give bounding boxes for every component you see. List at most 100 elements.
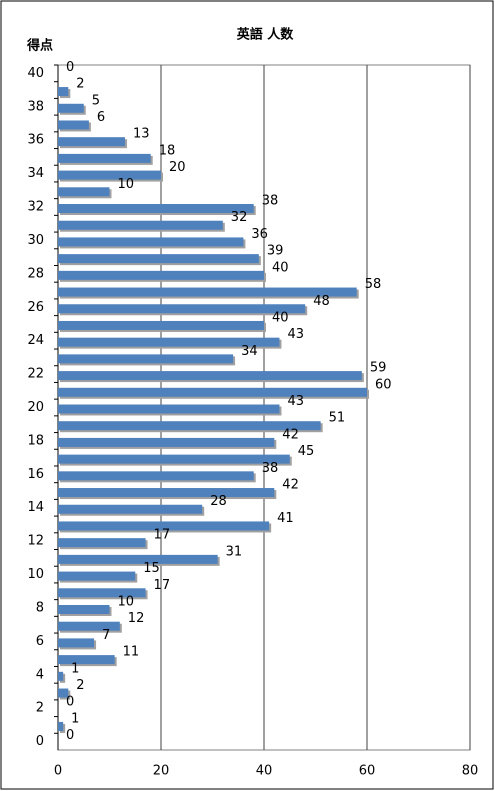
y-tick-label: 38 (27, 99, 44, 114)
value-label: 10 (118, 594, 135, 609)
y-tick-label: 6 (36, 634, 44, 649)
y-tick-label: 24 (27, 333, 44, 348)
value-label: 51 (329, 411, 346, 426)
value-label: 13 (133, 127, 150, 142)
bar (58, 655, 115, 665)
y-tick-label: 22 (27, 367, 44, 382)
value-label: 12 (128, 611, 145, 626)
value-label: 43 (287, 327, 304, 342)
value-label: 2 (76, 678, 84, 693)
value-label: 40 (272, 310, 289, 325)
bar (58, 287, 357, 297)
value-label: 60 (375, 377, 392, 392)
bar (58, 371, 362, 381)
y-tick-label: 30 (27, 233, 44, 248)
bar (58, 103, 84, 113)
value-label: 18 (159, 143, 176, 158)
value-label: 1 (71, 661, 79, 676)
bar (58, 588, 146, 598)
y-tick-label: 40 (27, 66, 44, 81)
bar (58, 488, 275, 498)
x-tick-label: 60 (359, 764, 376, 779)
value-label: 36 (251, 227, 268, 242)
bar (58, 538, 146, 548)
value-label: 38 (262, 194, 279, 209)
value-label: 39 (267, 244, 284, 259)
bar (58, 237, 244, 247)
value-label: 31 (226, 544, 243, 559)
bar (58, 304, 306, 314)
bar (58, 120, 89, 130)
value-label: 43 (287, 394, 304, 409)
value-label: 0 (66, 728, 74, 743)
value-label: 42 (282, 427, 299, 442)
value-label: 10 (118, 177, 135, 192)
y-tick-label: 8 (36, 600, 44, 615)
x-tick-label: 40 (256, 764, 273, 779)
bar (58, 721, 64, 731)
y-tick-label: 28 (27, 266, 44, 281)
value-label: 11 (123, 645, 140, 660)
bar (58, 137, 125, 147)
y-axis-label: 得点 (26, 38, 53, 54)
y-tick-label: 20 (27, 400, 44, 415)
value-label: 41 (277, 511, 294, 526)
value-label: 5 (92, 93, 100, 108)
y-tick-label: 12 (27, 534, 44, 549)
x-tick-label: 80 (462, 764, 479, 779)
bar (58, 404, 280, 414)
bar (58, 621, 120, 631)
y-tick-label: 32 (27, 200, 44, 215)
y-tick-label: 26 (27, 300, 44, 315)
value-label: 17 (154, 578, 171, 593)
value-label: 40 (272, 260, 289, 275)
bar (58, 454, 290, 464)
bar (58, 320, 264, 330)
x-tick-label: 20 (153, 764, 170, 779)
bar (58, 638, 95, 648)
bar (58, 554, 218, 564)
bar (58, 671, 64, 681)
value-label: 0 (66, 695, 74, 710)
y-tick-label: 34 (27, 166, 44, 181)
bar (58, 153, 151, 163)
y-tick-label: 2 (36, 701, 44, 716)
y-tick-label: 14 (27, 500, 44, 515)
x-tick-label: 0 (54, 764, 62, 779)
value-label: 34 (241, 344, 258, 359)
value-label: 15 (143, 561, 160, 576)
bar (58, 387, 367, 397)
bar (58, 87, 69, 97)
bar (58, 471, 254, 481)
bar (58, 604, 110, 614)
value-label: 45 (298, 444, 315, 459)
value-label: 6 (97, 110, 105, 125)
value-label: 7 (102, 628, 110, 643)
bar (58, 170, 161, 180)
value-label: 0 (66, 60, 74, 75)
bar (58, 521, 270, 531)
bar (58, 204, 254, 214)
bar (58, 254, 259, 264)
value-label: 38 (262, 461, 279, 476)
bar (58, 354, 234, 364)
value-label: 1 (71, 711, 79, 726)
bar (58, 421, 321, 431)
value-label: 28 (210, 494, 227, 509)
y-tick-label: 0 (36, 734, 44, 749)
y-tick-label: 18 (27, 433, 44, 448)
bar (58, 187, 110, 197)
value-label: 59 (370, 361, 387, 376)
y-tick-label: 4 (36, 667, 44, 682)
bar (58, 220, 223, 230)
bar (58, 437, 275, 447)
bar (58, 337, 280, 347)
bar (58, 688, 69, 698)
value-label: 17 (154, 528, 171, 543)
y-tick-label: 36 (27, 133, 44, 148)
value-label: 32 (231, 210, 248, 225)
bar (58, 504, 203, 514)
value-label: 58 (365, 277, 382, 292)
chart-title: 英語 人数 (236, 27, 295, 43)
